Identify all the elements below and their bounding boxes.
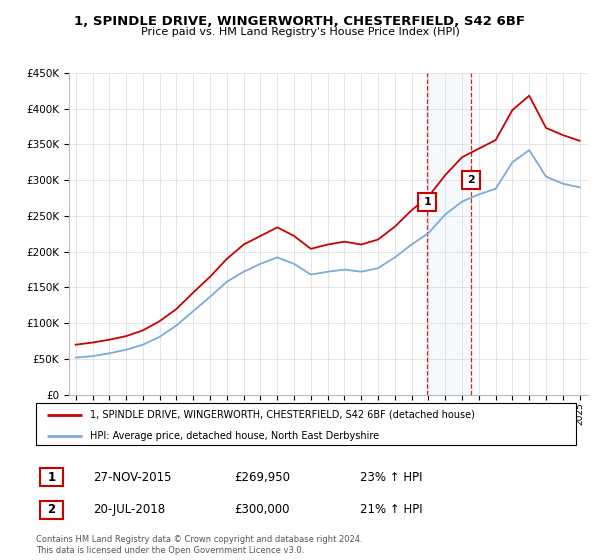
Text: 1: 1: [47, 470, 56, 484]
Bar: [427, 73, 471, 395]
Text: £269,950: £269,950: [234, 470, 290, 484]
Text: 2: 2: [47, 503, 56, 516]
Text: HPI: Average price, detached house, North East Derbyshire: HPI: Average price, detached house, Nort…: [90, 431, 379, 441]
Text: 21% ↑ HPI: 21% ↑ HPI: [360, 503, 422, 516]
Text: 20-JUL-2018: 20-JUL-2018: [93, 503, 165, 516]
Text: 23% ↑ HPI: 23% ↑ HPI: [360, 470, 422, 484]
Text: 2: 2: [467, 175, 475, 185]
Text: £300,000: £300,000: [234, 503, 290, 516]
Text: 27-NOV-2015: 27-NOV-2015: [93, 470, 172, 484]
Text: Contains HM Land Registry data © Crown copyright and database right 2024.
This d: Contains HM Land Registry data © Crown c…: [36, 535, 362, 555]
Text: 1: 1: [423, 197, 431, 207]
Text: 1, SPINDLE DRIVE, WINGERWORTH, CHESTERFIELD, S42 6BF: 1, SPINDLE DRIVE, WINGERWORTH, CHESTERFI…: [74, 15, 526, 28]
Text: 1, SPINDLE DRIVE, WINGERWORTH, CHESTERFIELD, S42 6BF (detached house): 1, SPINDLE DRIVE, WINGERWORTH, CHESTERFI…: [90, 410, 475, 420]
Text: Price paid vs. HM Land Registry's House Price Index (HPI): Price paid vs. HM Land Registry's House …: [140, 27, 460, 38]
